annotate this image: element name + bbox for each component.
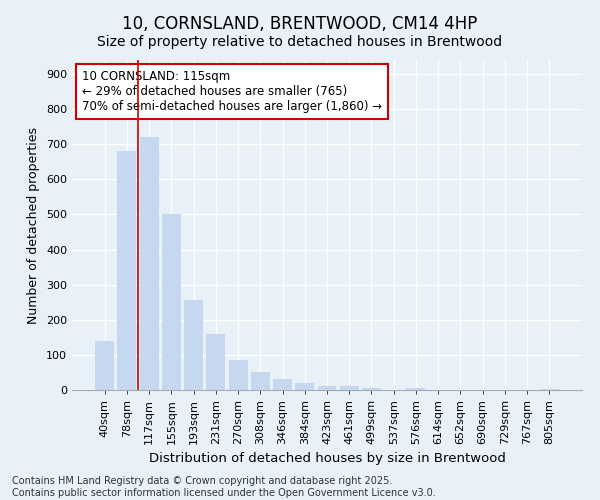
Y-axis label: Number of detached properties: Number of detached properties: [28, 126, 40, 324]
Bar: [184, 300, 203, 390]
Bar: [340, 386, 359, 390]
Bar: [118, 152, 136, 390]
Bar: [317, 386, 337, 390]
Text: Contains HM Land Registry data © Crown copyright and database right 2025.
Contai: Contains HM Land Registry data © Crown c…: [12, 476, 436, 498]
Bar: [273, 380, 292, 390]
Bar: [406, 388, 425, 390]
Bar: [362, 388, 381, 390]
Bar: [140, 137, 158, 390]
Text: Size of property relative to detached houses in Brentwood: Size of property relative to detached ho…: [97, 35, 503, 49]
Text: 10, CORNSLAND, BRENTWOOD, CM14 4HP: 10, CORNSLAND, BRENTWOOD, CM14 4HP: [122, 15, 478, 33]
Text: 10 CORNSLAND: 115sqm
← 29% of detached houses are smaller (765)
70% of semi-deta: 10 CORNSLAND: 115sqm ← 29% of detached h…: [82, 70, 382, 113]
Bar: [206, 334, 225, 390]
Bar: [295, 383, 314, 390]
Bar: [540, 389, 559, 390]
Bar: [229, 360, 248, 390]
X-axis label: Distribution of detached houses by size in Brentwood: Distribution of detached houses by size …: [149, 452, 505, 466]
Bar: [95, 341, 114, 390]
Bar: [162, 214, 181, 390]
Bar: [251, 372, 270, 390]
